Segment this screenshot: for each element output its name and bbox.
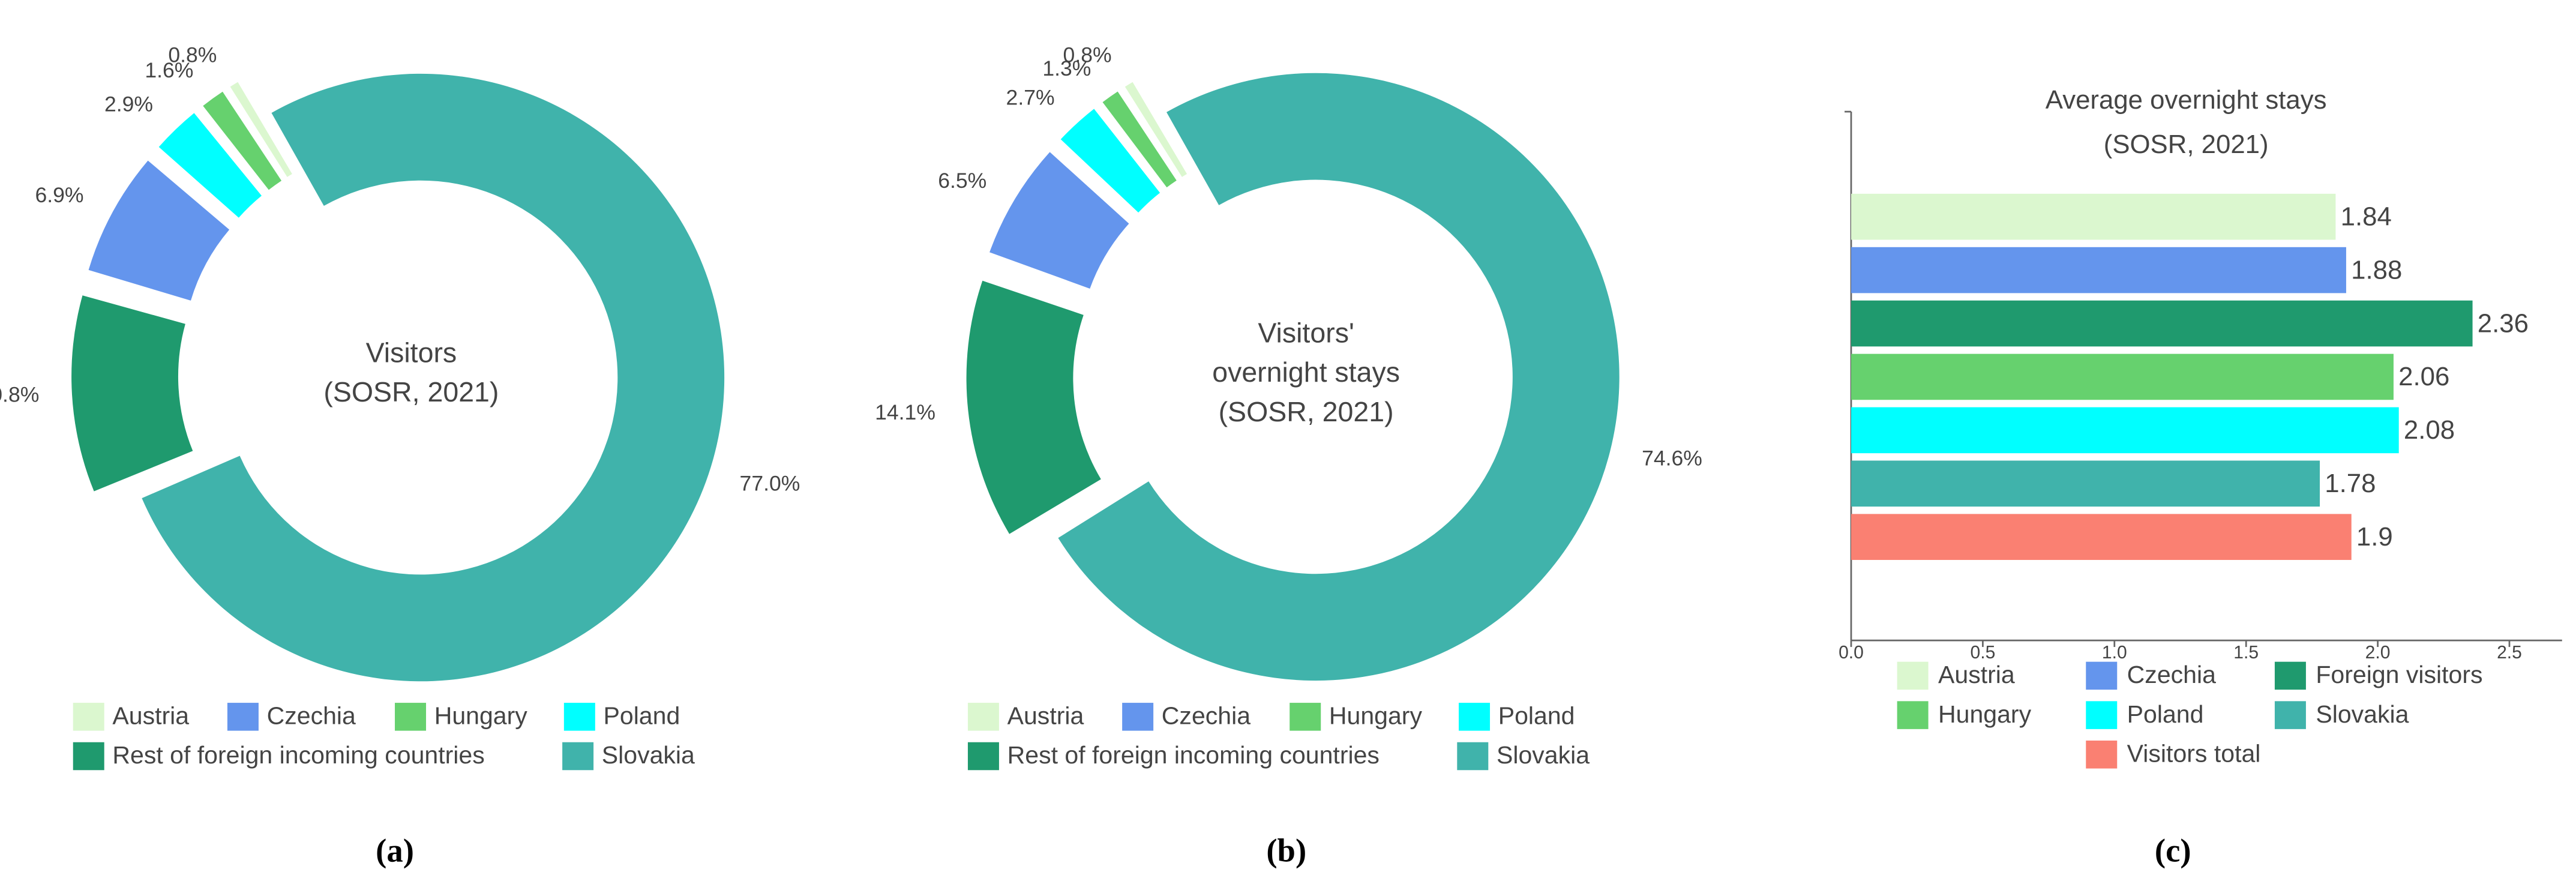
- bar-value-label: 2.06: [2398, 362, 2449, 391]
- center-label: overnight stays: [1212, 356, 1400, 388]
- donut-slice: [230, 82, 292, 177]
- legend-label: Rest of foreign incoming countries: [112, 741, 484, 769]
- donut-slice: [142, 73, 725, 682]
- legend-label: Hungary: [1329, 702, 1423, 730]
- legend-label: Austria: [112, 702, 189, 730]
- legend-swatch: [562, 742, 594, 771]
- slice-label: 74.6%: [1642, 447, 1702, 471]
- bar: [1851, 514, 2352, 561]
- legend-label: Hungary: [1938, 700, 2032, 728]
- bar: [1851, 407, 2399, 454]
- legend-label: Austria: [1938, 661, 2015, 688]
- slice-label: 6.9%: [35, 183, 83, 207]
- center-label: (SOSR, 2021): [323, 376, 499, 407]
- legend-swatch: [2086, 661, 2118, 690]
- donut-slice: [88, 160, 230, 301]
- bar: [1851, 300, 2473, 347]
- legend-label: Foreign visitors: [2316, 661, 2482, 688]
- center-label: Visitors: [366, 337, 457, 368]
- legend-swatch: [1897, 701, 1929, 729]
- legend-label: Hungary: [434, 702, 528, 730]
- x-tick-label: 0.0: [1839, 643, 1864, 663]
- slice-label: 0.8%: [1063, 43, 1112, 67]
- slice-label: 6.5%: [938, 169, 986, 193]
- slice-label: 2.9%: [104, 92, 153, 116]
- bar: [1851, 460, 2320, 507]
- bar-value-label: 1.78: [2325, 469, 2376, 498]
- donut-slice: [71, 295, 193, 492]
- legend-swatch: [967, 742, 999, 771]
- legend-label: Austria: [1007, 702, 1084, 730]
- legend-label: Slovakia: [2316, 700, 2409, 728]
- legend-swatch: [563, 703, 595, 731]
- legend-label: Visitors total: [2127, 739, 2261, 767]
- slice-label: 77.0%: [740, 471, 800, 495]
- donut-slice: [1124, 82, 1187, 177]
- legend-swatch: [1897, 661, 1929, 690]
- caption: (a): [376, 832, 414, 868]
- legend-swatch: [73, 703, 104, 731]
- center-label: (SOSR, 2021): [1219, 396, 1394, 427]
- legend-label: Slovakia: [602, 741, 695, 769]
- legend-swatch: [1457, 742, 1489, 771]
- donut-slice: [989, 152, 1129, 289]
- bar: [1851, 247, 2346, 293]
- legend-label: Poland: [2127, 700, 2204, 728]
- bar-value-label: 1.88: [2351, 255, 2402, 284]
- bar: [1851, 353, 2394, 400]
- slice-label: 0.8%: [168, 43, 217, 67]
- legend-swatch: [1122, 703, 1154, 731]
- legend-label: Poland: [1498, 702, 1575, 730]
- chart-title: Average overnight stays: [2046, 85, 2327, 115]
- caption: (c): [2155, 832, 2191, 868]
- legend-swatch: [1290, 703, 1321, 731]
- legend-label: Poland: [604, 702, 680, 730]
- donut-slice: [158, 113, 262, 218]
- legend-swatch: [2086, 741, 2118, 769]
- legend-label: Slovakia: [1497, 741, 1590, 769]
- donut-slice: [1060, 109, 1160, 213]
- bar-value-label: 2.08: [2404, 415, 2455, 445]
- donut-slice: [966, 280, 1101, 534]
- x-tick-label: 1.5: [2233, 643, 2259, 663]
- bar-value-label: 1.84: [2341, 202, 2392, 231]
- bar: [1851, 193, 2336, 240]
- legend-swatch: [227, 703, 259, 731]
- legend-swatch: [967, 703, 999, 731]
- slice-label: 10.8%: [0, 383, 39, 407]
- legend-swatch: [2274, 701, 2306, 729]
- bar-value-label: 2.36: [2478, 308, 2529, 338]
- bar-value-label: 1.9: [2356, 522, 2393, 552]
- center-label: Visitors': [1258, 317, 1354, 348]
- slice-label: 14.1%: [875, 400, 935, 424]
- x-tick-label: 2.0: [2365, 643, 2391, 663]
- legend-swatch: [2274, 661, 2306, 690]
- x-tick-label: 0.5: [1970, 643, 1995, 663]
- donut-slice: [1102, 91, 1177, 188]
- x-tick-label: 1.0: [2102, 643, 2127, 663]
- legend-label: Czechia: [2127, 661, 2216, 688]
- slice-label: 2.7%: [1006, 86, 1055, 110]
- legend-swatch: [73, 742, 104, 771]
- caption: (b): [1266, 832, 1306, 868]
- donut-slice: [203, 91, 282, 190]
- slice-label: 1.3%: [1042, 56, 1091, 80]
- legend-label: Czechia: [267, 702, 356, 730]
- legend-swatch: [2086, 701, 2118, 729]
- x-tick-label: 2.5: [2497, 643, 2522, 663]
- legend-label: Rest of foreign incoming countries: [1007, 741, 1380, 769]
- legend-swatch: [1459, 703, 1491, 731]
- chart-title: (SOSR, 2021): [2104, 130, 2269, 159]
- donut-slice: [1058, 73, 1620, 681]
- legend-label: Czechia: [1162, 702, 1250, 730]
- slice-label: 1.6%: [145, 58, 193, 82]
- legend-swatch: [395, 703, 427, 731]
